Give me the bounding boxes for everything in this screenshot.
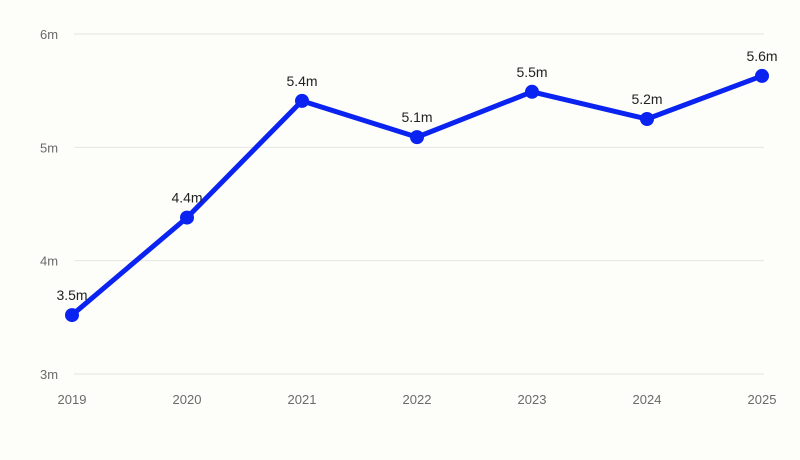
data-point-layer bbox=[65, 68, 769, 323]
x-tick-label: 2022 bbox=[403, 392, 432, 407]
x-tick-label: 2024 bbox=[633, 392, 662, 407]
data-label: 5.4m bbox=[286, 73, 317, 89]
data-label: 4.4m bbox=[171, 190, 202, 206]
data-label: 5.6m bbox=[746, 48, 777, 64]
y-tick-label: 3m bbox=[40, 367, 58, 382]
y-tick-label: 5m bbox=[40, 140, 58, 155]
x-tick-label: 2025 bbox=[748, 392, 777, 407]
data-label: 5.5m bbox=[516, 64, 547, 80]
data-point bbox=[755, 68, 769, 83]
y-tick-label: 6m bbox=[40, 27, 58, 42]
data-label: 3.5m bbox=[56, 287, 87, 303]
data-point bbox=[180, 210, 194, 225]
data-point bbox=[640, 112, 654, 126]
data-point bbox=[525, 84, 539, 99]
data-label: 5.2m bbox=[631, 91, 662, 107]
data-point bbox=[295, 93, 309, 108]
data-label: 5.1m bbox=[401, 109, 432, 125]
data-label-layer: 3.5m 4.4m 5.4m 5.1m 5.5m 5.2m 5.6m bbox=[56, 48, 777, 303]
y-tick-label: 4m bbox=[40, 254, 58, 269]
grid-layer bbox=[74, 33, 764, 375]
axis-label-layer: 3m 4m 5m 6m 2019 2020 2021 2022 2023 2024 2025 bbox=[40, 27, 776, 407]
data-point bbox=[65, 308, 79, 323]
x-tick-label: 2019 bbox=[58, 392, 87, 407]
data-point bbox=[410, 130, 424, 145]
x-tick-label: 2023 bbox=[518, 392, 547, 407]
x-tick-label: 2021 bbox=[288, 392, 317, 407]
x-tick-label: 2020 bbox=[173, 392, 202, 407]
